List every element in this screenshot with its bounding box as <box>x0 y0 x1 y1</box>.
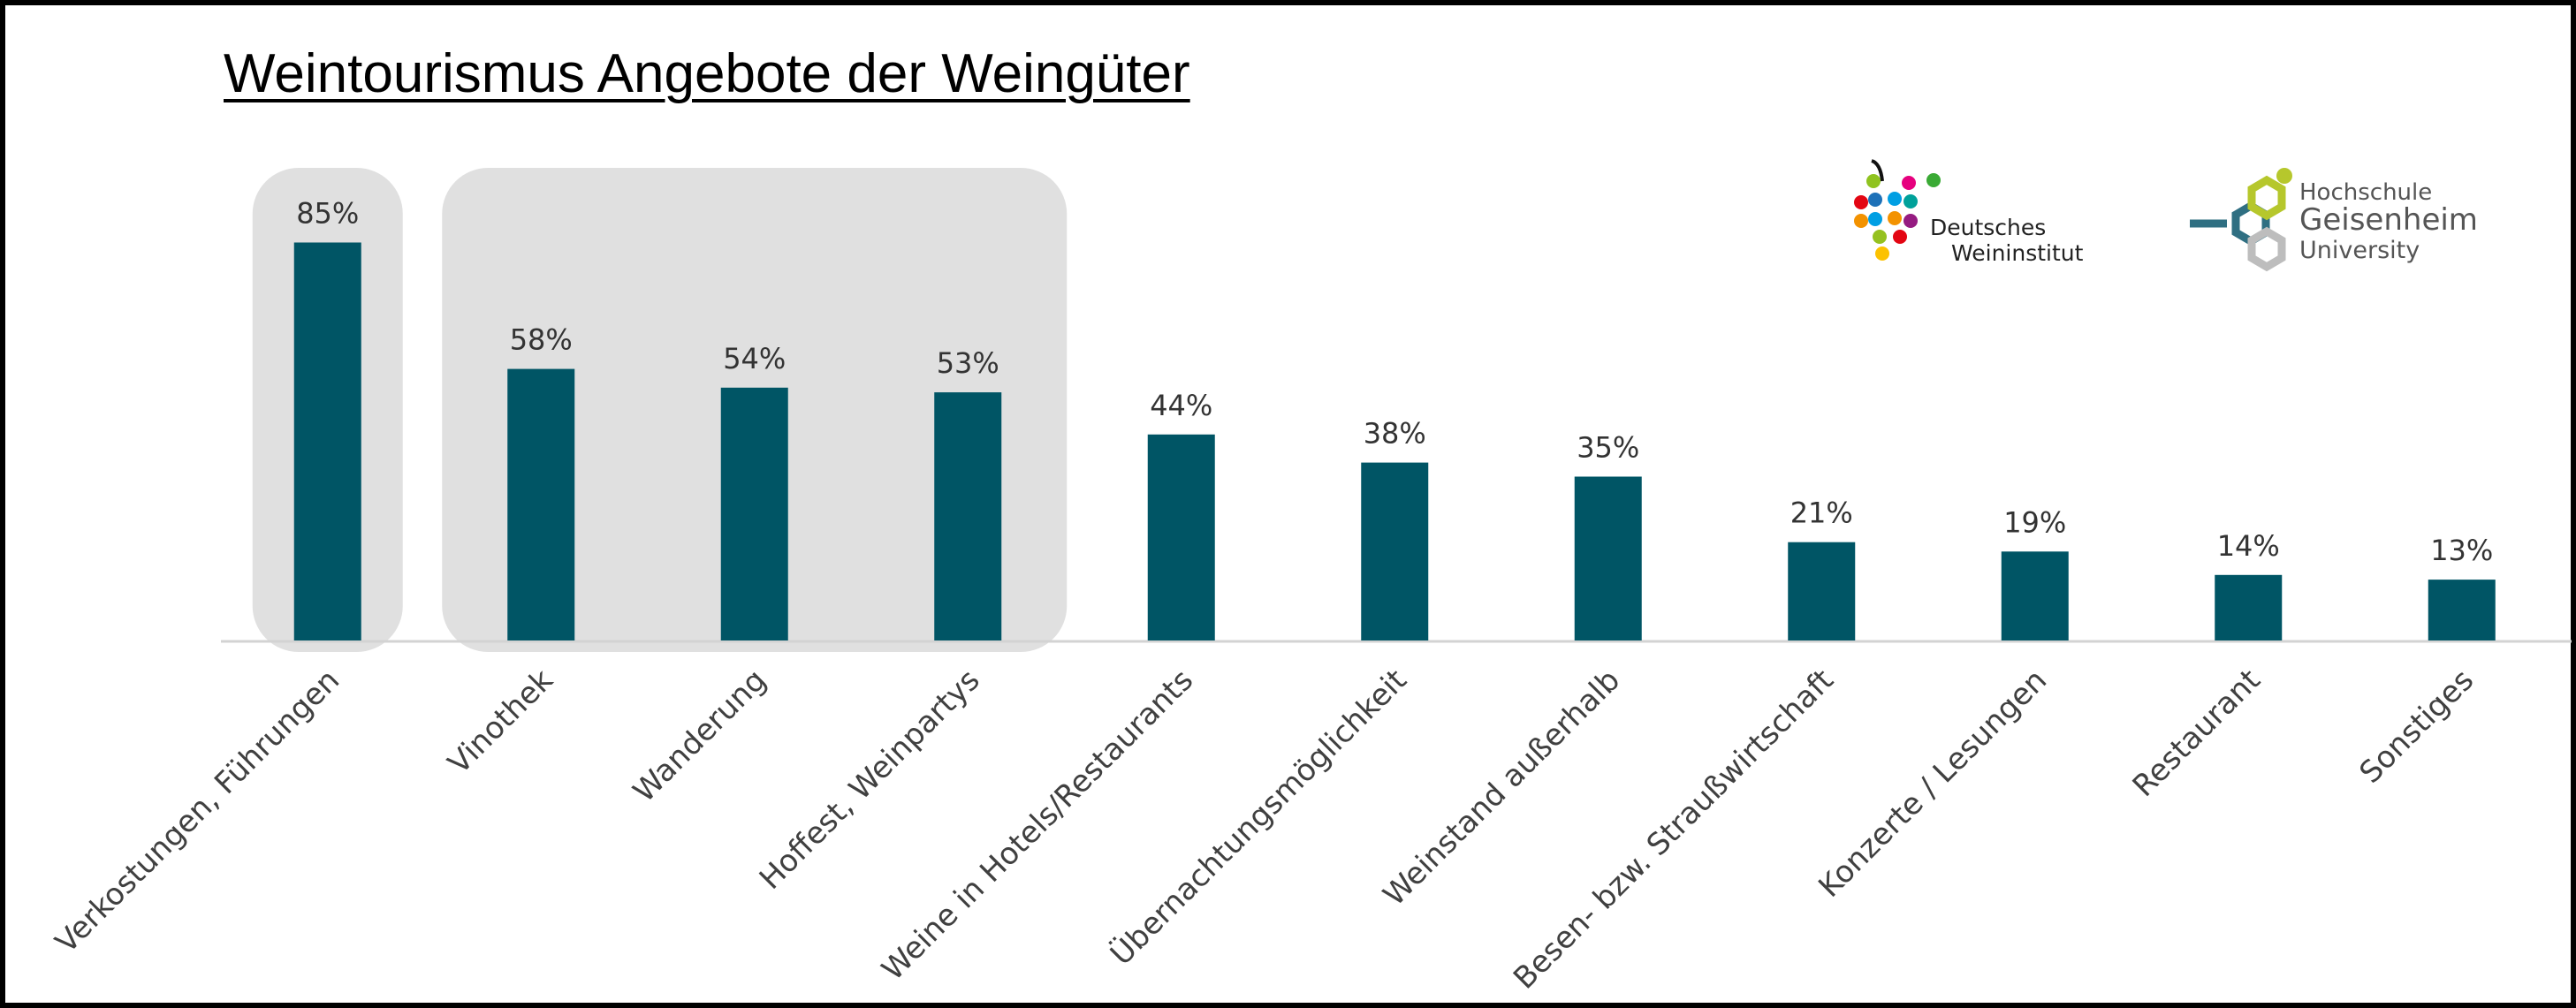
value-label-8: 21% <box>1790 496 1853 530</box>
bar-10 <box>2215 574 2283 640</box>
bar-11 <box>2428 580 2496 640</box>
dwi-logo: Deutsches Weininstitut <box>1854 159 2084 266</box>
dwi-logo-line1: Deutsches <box>1930 215 2046 240</box>
bar-8 <box>1788 542 1856 640</box>
hgu-logo-line1: Hochschule <box>2299 179 2432 206</box>
hexagon-icon <box>2190 168 2292 272</box>
bar-1 <box>293 242 361 640</box>
value-label-3: 54% <box>723 342 786 375</box>
category-label-3: Wanderung <box>627 663 773 809</box>
dwi-logo-line2: Weininstitut <box>1951 240 2084 266</box>
category-label-7: Weinstand außerhalb <box>1377 663 1627 913</box>
hgu-logo-line3: University <box>2299 237 2420 264</box>
value-label-2: 58% <box>510 323 573 357</box>
bar-5 <box>1147 434 1215 640</box>
bar-2 <box>507 368 575 640</box>
chart-title: Weintourismus Angebote der Weingüter <box>224 43 1190 104</box>
bar-9 <box>2001 551 2069 640</box>
value-label-5: 44% <box>1150 389 1212 422</box>
value-label-6: 38% <box>1364 417 1426 451</box>
bar-4 <box>934 392 1002 640</box>
hgu-logo-line2: Geisenheim <box>2299 202 2478 238</box>
hgu-logo: Hochschule Geisenheim University <box>2190 168 2478 272</box>
category-labels: Verkostungen, Führungen Vinothek Wanderung… <box>49 662 2481 996</box>
category-label-9: Konzerte / Lesungen <box>1812 663 2054 905</box>
value-label-7: 35% <box>1577 431 1639 465</box>
grape-stem-icon <box>1871 159 1884 182</box>
bar-3 <box>720 387 788 640</box>
value-labels: 85% 58% 54% 53% 44% 38% 35% 21% 19% 14% 13% <box>296 197 2493 568</box>
category-label-10: Restaurant <box>2126 663 2268 804</box>
category-label-11: Sonstiges <box>2352 663 2481 791</box>
value-label-1: 85% <box>296 197 359 231</box>
category-label-4: Hoffest, Weinpartys <box>753 663 987 897</box>
bars <box>293 242 2496 640</box>
value-label-4: 53% <box>937 346 999 380</box>
bar-6 <box>1361 462 1429 640</box>
value-label-9: 19% <box>2003 505 2066 539</box>
grape-dots-icon <box>1854 173 1941 261</box>
value-label-10: 14% <box>2217 529 2280 563</box>
category-label-1: Verkostungen, Führungen <box>49 663 346 960</box>
bar-7 <box>1574 476 1642 640</box>
category-label-2: Vinothek <box>441 663 559 781</box>
value-label-11: 13% <box>2430 534 2493 567</box>
